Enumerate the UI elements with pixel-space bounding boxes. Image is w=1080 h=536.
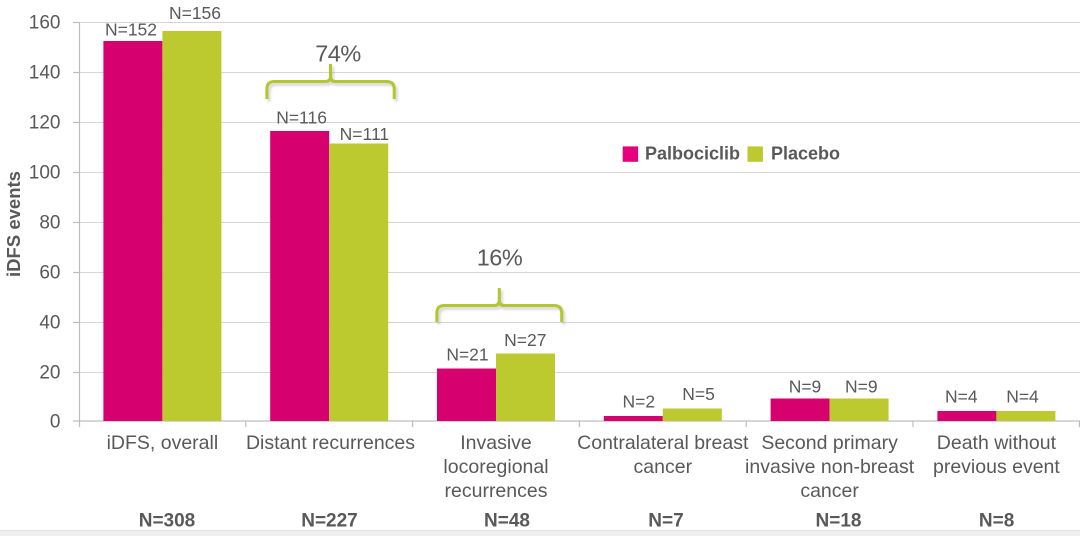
- svg-text:N=308: N=308: [139, 511, 196, 532]
- svg-text:N=21: N=21: [446, 345, 488, 365]
- svg-text:N=5: N=5: [682, 384, 715, 404]
- svg-text:Palbociclib: Palbociclib: [645, 144, 740, 164]
- svg-text:120: 120: [29, 113, 61, 134]
- svg-text:100: 100: [29, 163, 61, 184]
- svg-text:Invasive: Invasive: [460, 432, 532, 454]
- svg-text:N=227: N=227: [301, 511, 358, 532]
- svg-text:invasive non-breast: invasive non-breast: [745, 456, 915, 478]
- svg-text:160: 160: [29, 13, 61, 34]
- svg-text:Death without: Death without: [937, 432, 1057, 454]
- svg-text:0: 0: [50, 412, 61, 433]
- svg-text:N=8: N=8: [979, 511, 1014, 532]
- svg-text:N=152: N=152: [105, 20, 157, 40]
- svg-text:recurrences: recurrences: [445, 480, 548, 502]
- svg-text:140: 140: [29, 63, 61, 84]
- svg-text:N=2: N=2: [623, 392, 656, 412]
- svg-text:40: 40: [39, 313, 60, 334]
- svg-text:Distant recurrences: Distant recurrences: [246, 432, 415, 454]
- svg-text:cancer: cancer: [800, 480, 859, 502]
- svg-text:N=7: N=7: [648, 511, 683, 532]
- svg-text:N=156: N=156: [169, 3, 221, 23]
- svg-text:N=18: N=18: [816, 511, 862, 532]
- svg-text:N=9: N=9: [845, 377, 878, 397]
- svg-text:cancer: cancer: [634, 456, 693, 478]
- svg-text:iDFS, overall: iDFS, overall: [107, 432, 219, 454]
- svg-text:20: 20: [39, 363, 60, 384]
- svg-text:Second primary: Second primary: [761, 432, 898, 454]
- svg-text:80: 80: [39, 213, 60, 234]
- svg-text:iDFS events: iDFS events: [3, 171, 24, 277]
- svg-text:locoregional: locoregional: [443, 456, 548, 478]
- svg-text:N=111: N=111: [340, 124, 389, 144]
- svg-text:N=4: N=4: [945, 387, 978, 407]
- svg-text:N=27: N=27: [504, 330, 546, 350]
- svg-text:previous event: previous event: [933, 456, 1060, 478]
- svg-text:Contralateral breast: Contralateral breast: [577, 432, 749, 454]
- svg-text:N=116: N=116: [276, 108, 327, 128]
- svg-text:74%: 74%: [315, 41, 361, 67]
- svg-text:N=48: N=48: [484, 511, 530, 532]
- svg-text:Placebo: Placebo: [771, 144, 840, 164]
- svg-text:N=4: N=4: [1006, 387, 1039, 407]
- svg-text:16%: 16%: [477, 245, 523, 271]
- svg-text:60: 60: [39, 263, 60, 284]
- svg-text:N=9: N=9: [789, 377, 822, 397]
